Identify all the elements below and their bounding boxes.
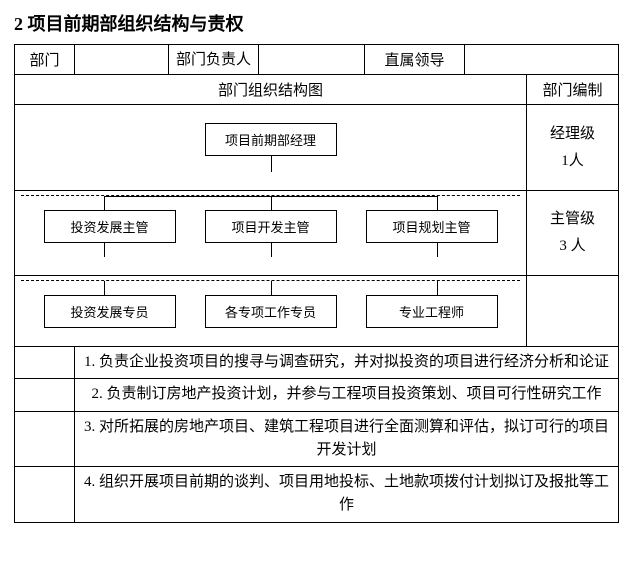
chart-cell-3: 投资发展专员 各专项工作专员 专业工程师 [15,276,527,347]
drops-level1 [21,243,520,257]
resp-3: 3. 对所拓展的房地产项目、建筑工程项目进行全面测算和评估，拟订可行的项目开发计… [75,411,619,467]
org-level-1: 投资发展主管 项目开发主管 项目规划主管 [21,195,520,271]
hdr-dept: 部门 [15,45,75,75]
drops-level2-top [21,281,520,295]
node-sup-1: 投资发展主管 [44,210,176,243]
resp-2: 2. 负责制订房地产投资计划，并参与工程项目投资策划、项目可行性研究工作 [75,379,619,411]
resp-1: 1. 负责企业投资项目的搜寻与调查研究，并对拟投资的项目进行经济分析和论证 [75,347,619,379]
hdr-head: 部门负责人 [169,45,259,75]
chart-row-3: 投资发展专员 各专项工作专员 专业工程师 [15,276,619,347]
title-row: 部门组织结构图 部门编制 [15,75,619,105]
node-staff-3: 专业工程师 [366,295,498,328]
page: 2 项目前期部组织结构与责权 部门 部门负责人 直属领导 部门组织结构图 部门编… [0,0,632,574]
chart-row-1: 项目前期部经理 经理级 1人 [15,105,619,191]
resp-left-1 [15,347,75,379]
main-table: 部门 部门负责人 直属领导 部门组织结构图 部门编制 项目前期部经理 [14,44,619,523]
staffing-2: 主管级 3 人 [527,191,619,276]
staffing-2a: 主管级 [550,211,595,227]
row-supervisors: 投资发展主管 项目开发主管 项目规划主管 [21,210,520,243]
node-sup-2: 项目开发主管 [205,210,337,243]
connector-mgr-down [21,156,520,172]
bus-level1 [21,196,520,210]
section-heading: 2 项目前期部组织结构与责权 [14,10,618,36]
resp-left-4 [15,467,75,523]
node-staff-1: 投资发展专员 [44,295,176,328]
resp-row-2: 2. 负责制订房地产投资计划，并参与工程项目投资策划、项目可行性研究工作 [15,379,619,411]
resp-left-2 [15,379,75,411]
node-staff-2: 各专项工作专员 [205,295,337,328]
staffing-1: 经理级 1人 [527,105,619,191]
node-sup-3: 项目规划主管 [366,210,498,243]
hdr-head-blank [259,45,365,75]
resp-4: 4. 组织开展项目前期的谈判、项目用地投标、土地款项拨付计划拟订及报批等工作 [75,467,619,523]
chart-title: 部门组织结构图 [15,75,527,105]
node-manager: 项目前期部经理 [205,123,337,156]
chart-row-2: 投资发展主管 项目开发主管 项目规划主管 主管级 3 人 [15,191,619,276]
resp-row-4: 4. 组织开展项目前期的谈判、项目用地投标、土地款项拨付计划拟订及报批等工作 [15,467,619,523]
row-staff: 投资发展专员 各专项工作专员 专业工程师 [21,295,520,328]
staffing-2b: 3 人 [559,238,585,254]
org-level-0: 项目前期部经理 [21,109,520,186]
resp-left-3 [15,411,75,467]
resp-row-1: 1. 负责企业投资项目的搜寻与调查研究，并对拟投资的项目进行经济分析和论证 [15,347,619,379]
chart-cell-2: 投资发展主管 项目开发主管 项目规划主管 [15,191,527,276]
hdr-leader-blank [465,45,619,75]
org-level-2: 投资发展专员 各专项工作专员 专业工程师 [21,280,520,342]
header-row: 部门 部门负责人 直属领导 [15,45,619,75]
hdr-dept-blank [75,45,169,75]
chart-cell-1: 项目前期部经理 [15,105,527,191]
staffing-3 [527,276,619,347]
staffing-1b: 1人 [561,153,584,169]
hdr-leader: 直属领导 [365,45,465,75]
resp-row-3: 3. 对所拓展的房地产项目、建筑工程项目进行全面测算和评估，拟订可行的项目开发计… [15,411,619,467]
staffing-title: 部门编制 [527,75,619,105]
staffing-1a: 经理级 [550,126,595,142]
